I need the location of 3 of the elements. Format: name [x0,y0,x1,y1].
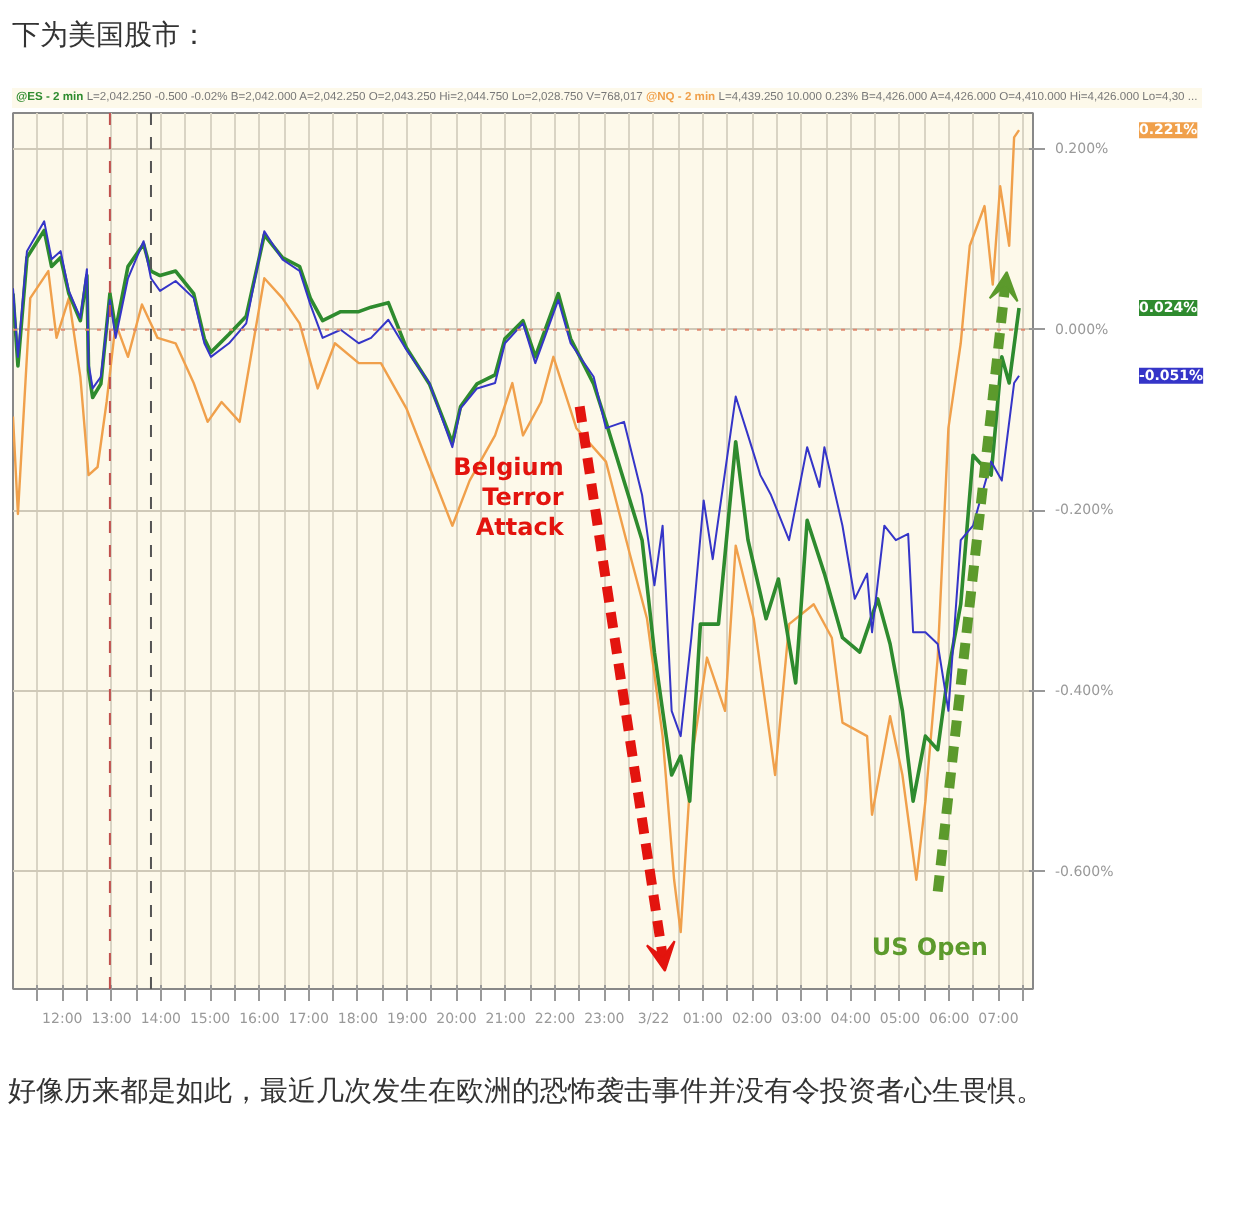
text: 好像历来都是如此，最近几次发生在欧洲的恐怖袭击事件并没有令投资者心生畏惧。 [8,1074,1044,1112]
annotation: US Open [871,933,988,962]
chart-title: 下为美国股市： [12,18,208,56]
